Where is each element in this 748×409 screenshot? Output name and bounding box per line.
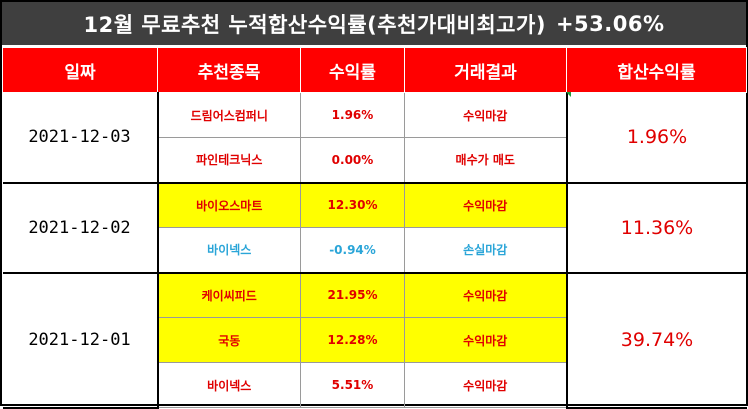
- return-cell: 12.30%: [300, 182, 405, 228]
- stock-cell: 바이오스마트: [157, 182, 301, 228]
- result-cell: 수익마감: [404, 317, 567, 363]
- sheet-title: 12월 무료추천 누적합산수익률(추천가대비최고가) +53.06%: [2, 2, 746, 45]
- stock-cell: 바이넥스: [157, 362, 301, 408]
- stock-cell: 바이넥스: [157, 227, 301, 274]
- stock-cell: 케이씨피드: [157, 272, 301, 318]
- return-cell: 0.00%: [300, 137, 405, 184]
- result-cell: 손실마감: [404, 227, 567, 274]
- return-cell: -0.94%: [300, 227, 405, 274]
- result-cell: 수익마감: [404, 182, 567, 228]
- table-row: 2021-12-03 드림어스컴퍼니 1.96% 수익마감 1.96%: [2, 92, 747, 184]
- sum-cell: 1.96%: [565, 92, 747, 184]
- header-sum: 합산수익률: [566, 47, 747, 93]
- return-cell: 21.95%: [300, 272, 405, 318]
- table-row: 2021-12-01 케이씨피드 21.95% 수익마감 39.74%: [2, 272, 747, 409]
- date-cell: 2021-12-01: [2, 272, 159, 409]
- header-date: 일짜: [2, 47, 158, 93]
- table-row: 파인테크닉스 0.00% 매수가 매도: [3, 137, 747, 184]
- result-cell: 수익마감: [404, 272, 567, 318]
- stock-cell: 국동: [157, 317, 301, 363]
- return-cell: 5.51%: [300, 362, 405, 408]
- stock-cell: 파인테크닉스: [157, 137, 301, 184]
- date-cell: 2021-12-02: [2, 182, 159, 274]
- result-cell: 매수가 매도: [404, 137, 567, 184]
- header-row: 일짜 추천종목 수익률 거래결과 합산수익률: [2, 47, 747, 93]
- table-row: 국동 12.28% 수익마감: [3, 317, 747, 363]
- header-return: 수익률: [300, 47, 405, 93]
- cell-note-marker: [566, 92, 571, 97]
- table-row: 바이넥스 5.51% 수익마감: [3, 362, 747, 408]
- return-cell: 12.28%: [300, 317, 405, 363]
- sum-cell: 11.36%: [565, 182, 747, 274]
- stock-cell: 드림어스컴퍼니: [157, 92, 301, 138]
- date-cell: 2021-12-03: [2, 92, 159, 184]
- returns-table: 일짜 추천종목 수익률 거래결과 합산수익률 2021-12-03 드림어스컴퍼…: [2, 47, 747, 409]
- result-cell: 수익마감: [404, 92, 567, 138]
- table-row: 바이넥스 -0.94% 손실마감: [3, 227, 747, 274]
- title-total-return: +53.06%: [555, 11, 665, 36]
- result-cell: 수익마감: [404, 362, 567, 408]
- header-stock: 추천종목: [157, 47, 301, 93]
- return-cell: 1.96%: [300, 92, 405, 138]
- title-text: 12월 무료추천 누적합산수익률(추천가대비최고가): [83, 12, 546, 37]
- table-row: 2021-12-02 바이오스마트 12.30% 수익마감 11.36%: [2, 182, 747, 274]
- sum-cell: 39.74%: [565, 272, 747, 409]
- header-result: 거래결과: [404, 47, 567, 93]
